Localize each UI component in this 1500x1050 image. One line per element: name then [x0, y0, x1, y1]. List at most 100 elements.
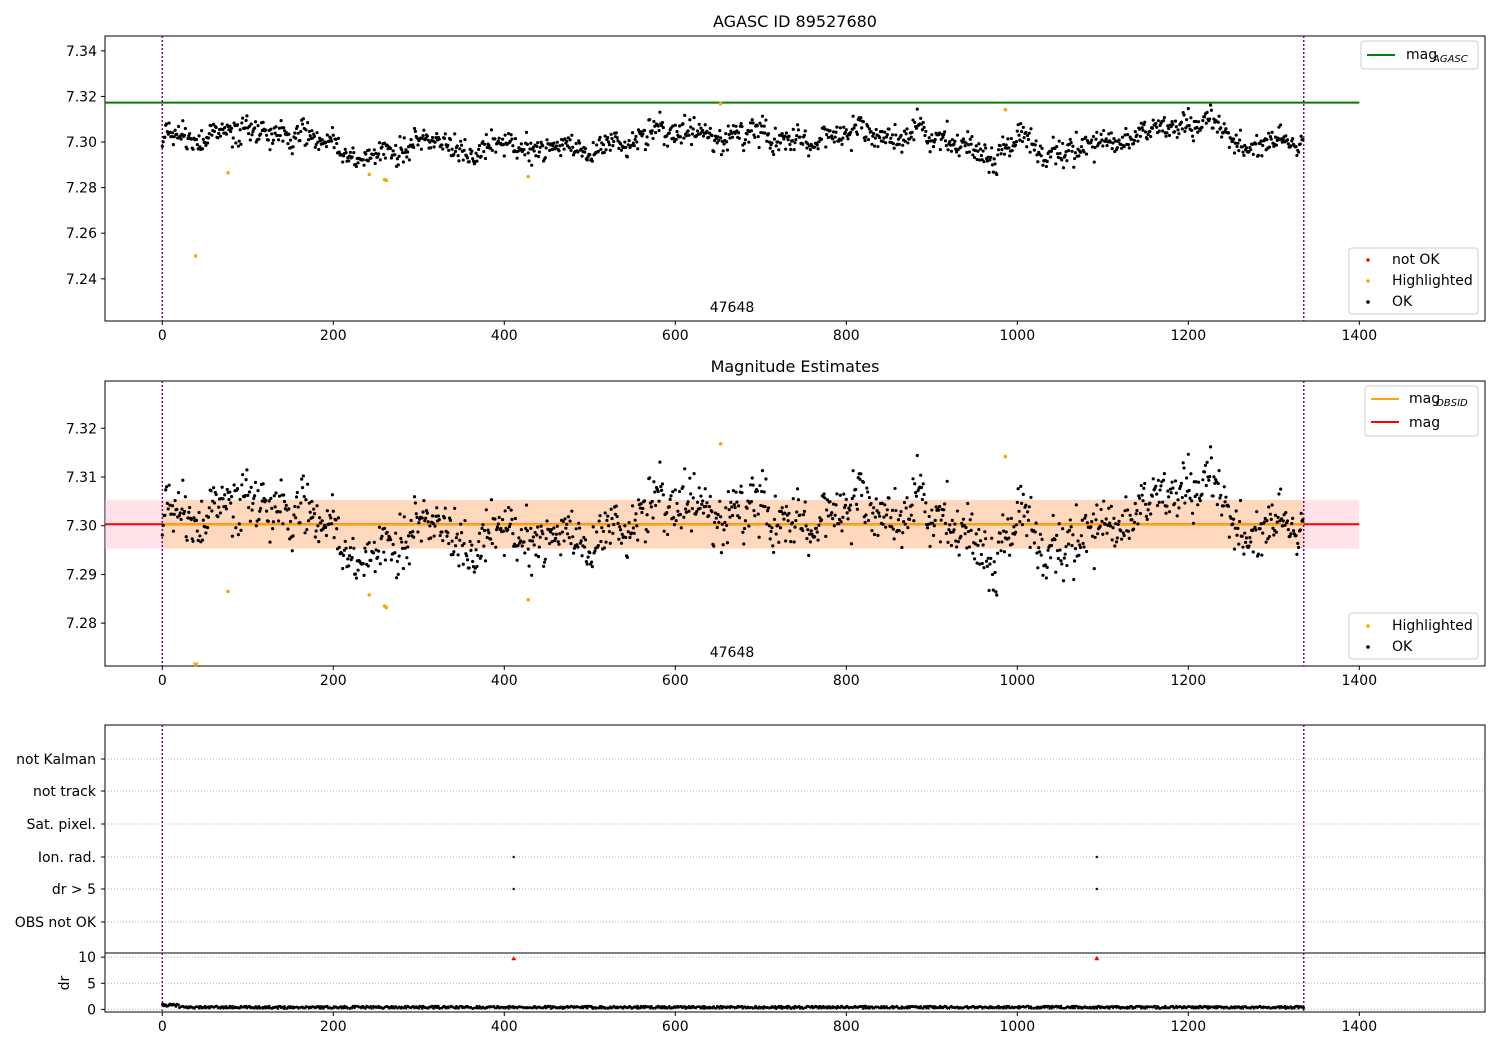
ok-point [1222, 485, 1226, 489]
ok-point [657, 128, 661, 133]
ok-point [312, 507, 316, 511]
ok-point [1285, 519, 1290, 523]
ok-point [855, 507, 860, 511]
ok-point [988, 562, 992, 566]
ok-point [1229, 516, 1233, 520]
dr-point [417, 1007, 421, 1010]
ok-point [469, 548, 473, 552]
ok-point [186, 136, 190, 141]
ok-point [311, 515, 315, 519]
ok-point [851, 114, 855, 118]
ok-point [986, 155, 990, 159]
dr-point [177, 1003, 180, 1007]
ok-point [1171, 486, 1175, 490]
ok-point [462, 541, 466, 546]
ok-point [1301, 137, 1305, 141]
ok-point [599, 147, 603, 152]
ok-point [161, 523, 165, 527]
ok-point [229, 129, 233, 134]
ok-point [1045, 565, 1049, 569]
ok-point [1297, 545, 1301, 549]
ok-point [731, 489, 736, 493]
ok-point [1056, 155, 1060, 159]
magnitude-xtick-label: 1400 [1341, 673, 1377, 689]
ok-point [537, 545, 541, 549]
ok-point [318, 516, 322, 520]
ok-point [217, 131, 221, 135]
ok-point [1119, 529, 1123, 533]
ok-point [662, 143, 666, 147]
ok-point [884, 513, 889, 517]
ok-point [973, 148, 978, 153]
ok-point [961, 137, 966, 141]
ok-point [532, 543, 536, 547]
ok-point [996, 153, 1000, 157]
ok-point [848, 508, 852, 512]
ok-point [1276, 515, 1280, 519]
ok-point [989, 556, 993, 560]
highlighted-point [1003, 107, 1008, 112]
ok-point [790, 139, 795, 143]
ok-point [627, 138, 631, 143]
ok-point [382, 141, 387, 145]
ok-point [1123, 509, 1127, 513]
flag-event-point [512, 855, 515, 859]
ok-point [1202, 115, 1207, 119]
ok-point [282, 499, 287, 504]
ok-point [274, 125, 278, 129]
ok-point [750, 118, 754, 122]
ok-point [777, 148, 781, 152]
ok-point [484, 132, 488, 137]
ok-point [1208, 117, 1212, 121]
ok-point [1028, 545, 1032, 550]
ok-point [248, 519, 252, 523]
ok-point [638, 506, 642, 510]
ok-point [569, 541, 573, 546]
ok-point [554, 532, 559, 536]
ok-point [279, 478, 283, 482]
ok-point [463, 518, 467, 523]
ok-point [1114, 522, 1118, 526]
ok-point [768, 537, 772, 541]
ok-point [1071, 144, 1075, 148]
agasc-ytick-label: 7.34 [66, 44, 97, 60]
ok-point [1095, 503, 1099, 507]
ok-point [206, 141, 210, 145]
ok-point [614, 131, 618, 135]
ok-point [1100, 519, 1104, 523]
ok-point [970, 134, 974, 139]
ok-point [1054, 162, 1058, 166]
ok-point [533, 530, 537, 535]
ok-point [406, 545, 410, 549]
ok-point [602, 150, 606, 155]
ok-point [1256, 552, 1261, 556]
ok-point [995, 593, 999, 597]
ok-point [1267, 131, 1271, 135]
ok-point [483, 559, 488, 563]
ok-point [660, 482, 665, 486]
dr-point [864, 1004, 868, 1008]
ok-point [816, 538, 820, 542]
ok-point [1131, 142, 1136, 146]
ok-point [742, 148, 746, 153]
ok-point [544, 146, 548, 150]
ok-point [601, 143, 606, 147]
ok-point [1126, 508, 1130, 512]
ok-point [397, 154, 401, 158]
ok-point [933, 137, 937, 142]
ok-point [323, 525, 328, 529]
ok-point [1279, 487, 1283, 491]
ok-point [722, 528, 726, 532]
ok-point [1227, 535, 1231, 539]
ok-point [864, 135, 868, 139]
ok-point [872, 131, 876, 136]
ok-point [1064, 544, 1068, 549]
ok-point [1099, 132, 1103, 137]
ok-point [964, 526, 968, 530]
ok-point [858, 477, 862, 481]
ok-point [231, 515, 235, 519]
ok-point [549, 528, 553, 532]
ok-point [1073, 151, 1078, 155]
ok-point [1141, 499, 1145, 503]
ok-point [453, 149, 458, 153]
